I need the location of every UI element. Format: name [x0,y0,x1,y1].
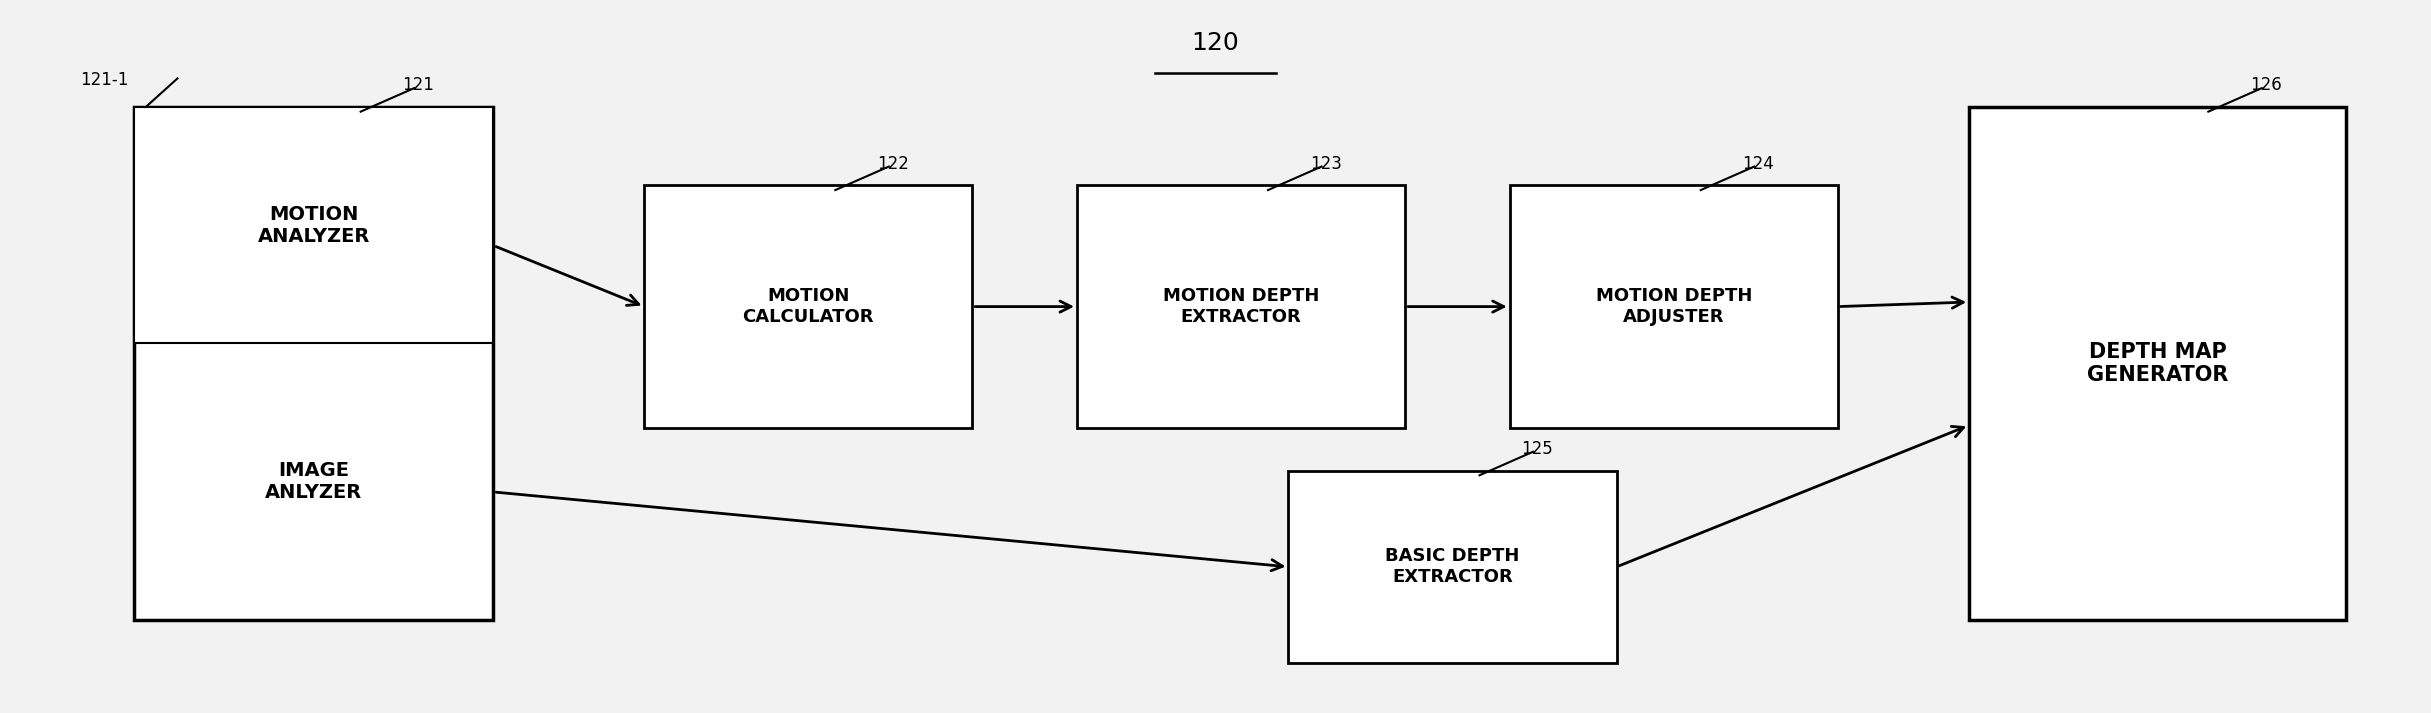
FancyBboxPatch shape [1077,185,1405,428]
Text: 123: 123 [1310,155,1342,173]
Text: MOTION
ANALYZER: MOTION ANALYZER [258,205,370,245]
Text: MOTION
CALCULATOR: MOTION CALCULATOR [741,287,875,326]
FancyBboxPatch shape [644,185,972,428]
FancyBboxPatch shape [1969,107,2346,620]
FancyBboxPatch shape [134,107,493,343]
FancyBboxPatch shape [134,107,493,620]
Text: 126: 126 [2251,76,2283,94]
Text: MOTION DEPTH
ADJUSTER: MOTION DEPTH ADJUSTER [1595,287,1753,326]
FancyBboxPatch shape [1288,471,1617,663]
Text: IMAGE
ANLYZER: IMAGE ANLYZER [265,461,362,502]
Text: 122: 122 [878,155,909,173]
Text: 121-1: 121-1 [80,71,129,89]
Text: 124: 124 [1743,155,1775,173]
Text: 120: 120 [1191,31,1240,55]
Text: DEPTH MAP
GENERATOR: DEPTH MAP GENERATOR [2086,342,2229,385]
Text: MOTION DEPTH
EXTRACTOR: MOTION DEPTH EXTRACTOR [1162,287,1320,326]
Text: 121: 121 [404,76,435,94]
Text: BASIC DEPTH
EXTRACTOR: BASIC DEPTH EXTRACTOR [1386,548,1519,586]
Text: 125: 125 [1522,440,1553,458]
FancyBboxPatch shape [1510,185,1838,428]
